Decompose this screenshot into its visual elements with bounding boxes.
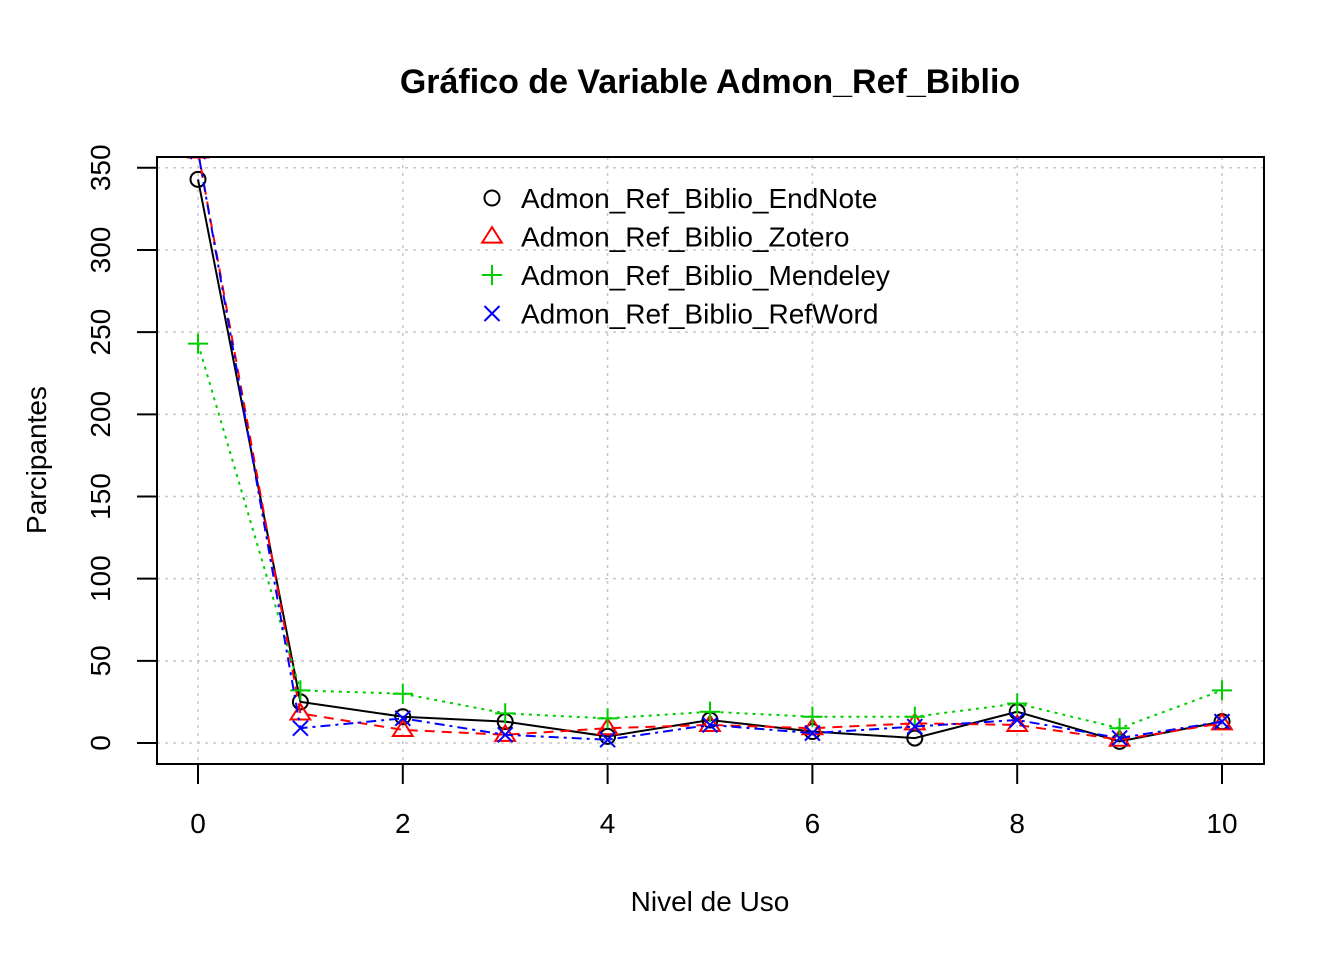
y-tick-label: 100 [85,555,116,602]
marker-plus [481,264,503,286]
x-tick-label: 6 [805,808,821,839]
grid [157,157,1264,764]
legend-item: Admon_Ref_Biblio_Mendeley [481,260,890,291]
x-axis: 0 2 4 6 8 10 [190,763,1238,839]
legend-item: Admon_Ref_Biblio_Zotero [480,222,849,253]
legend-label: Admon_Ref_Biblio_Zotero [521,222,849,253]
y-axis: 0 50 100 150 200 250 300 350 [85,144,158,751]
marker-cross [599,731,616,748]
marker-plus [187,333,209,354]
marker-cross [1111,729,1128,747]
marker-plus [904,706,925,727]
legend-label: Admon_Ref_Biblio_Mendeley [521,260,890,291]
marker-cross [292,720,309,737]
marker-plus [1109,718,1130,739]
marker-triangle [391,718,415,737]
y-axis-label: Parcipantes [21,386,52,534]
marker-cross [701,716,719,734]
y-tick-label: 300 [85,227,116,274]
y-tick-label: 150 [85,473,116,520]
marker-triangle [480,225,504,244]
x-tick-label: 4 [600,808,616,839]
x-tick-label: 0 [190,808,206,839]
y-tick-label: 50 [85,645,116,676]
marker-cross [1008,711,1026,729]
marker-plus [802,706,823,727]
marker-cross [1213,713,1231,730]
series-3 [187,333,1233,739]
marker-plus [1007,693,1028,714]
marker-circle [394,708,412,726]
legend-item: Admon_Ref_Biblio_EndNote [483,183,877,214]
x-tick-label: 2 [395,808,411,839]
marker-cross [804,724,821,742]
legend-label: Admon_Ref_Biblio_EndNote [521,183,877,214]
marker-cross [394,710,412,727]
marker-circle [599,727,617,745]
marker-circle [483,189,501,207]
marker-triangle [1005,713,1029,733]
marker-triangle [698,713,722,733]
marker-cross [906,718,924,735]
y-tick-label: 350 [85,144,116,191]
legend: Admon_Ref_Biblio_EndNote Admon_Ref_Biblio… [480,183,890,330]
x-tick-label: 10 [1206,808,1237,839]
marker-triangle [493,723,517,742]
y-tick-label: 250 [85,309,116,356]
legend-label: Admon_Ref_Biblio_RefWord [521,299,878,330]
marker-cross [483,305,501,322]
marker-plus [290,680,311,701]
series-layer [186,157,1234,750]
marker-triangle [288,702,313,721]
marker-plus [597,708,618,729]
series-line [197,343,1223,730]
marker-plus [495,703,516,724]
chart-title: Gráfico de Variable Admon_Ref_Biblio [400,63,1020,101]
x-axis-label: Nivel de Uso [631,886,790,917]
marker-cross [496,726,514,743]
y-tick-label: 0 [85,735,116,751]
series-4 [189,157,1231,748]
legend-item: Admon_Ref_Biblio_RefWord [483,299,878,330]
marker-plus [392,683,413,704]
marker-circle [906,729,924,747]
y-tick-label: 200 [85,391,116,438]
series-1 [189,170,1231,750]
marker-circle [189,170,207,188]
marker-plus [1211,680,1233,701]
marker-plus [699,701,721,722]
marker-triangle [186,157,210,159]
x-tick-label: 8 [1009,808,1025,839]
marker-triangle [595,716,620,736]
